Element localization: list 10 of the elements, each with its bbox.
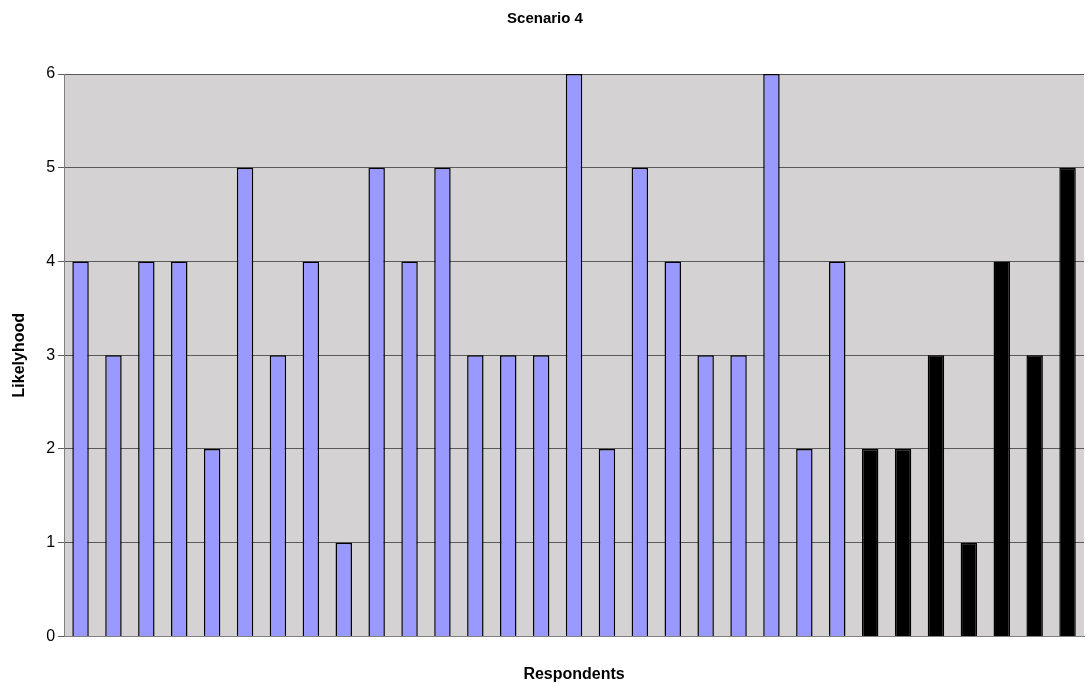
y-tick-label: 5	[46, 158, 56, 176]
y-tick-label: 2	[46, 439, 56, 457]
y-tick-label: 3	[46, 345, 56, 363]
x-axis-title: Respondents	[523, 664, 625, 682]
y-tick-label: 4	[46, 251, 56, 269]
y-tick-label: 1	[46, 533, 56, 551]
chart-title: Scenario 4	[507, 9, 584, 27]
y-axis-title: Likelyhood	[10, 312, 28, 398]
y-tick-label: 6	[46, 64, 56, 82]
y-tick-label: 0	[46, 626, 56, 644]
